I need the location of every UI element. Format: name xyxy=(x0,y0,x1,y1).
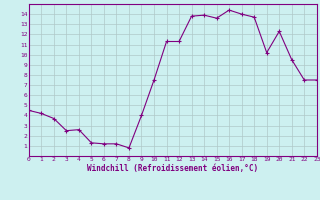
X-axis label: Windchill (Refroidissement éolien,°C): Windchill (Refroidissement éolien,°C) xyxy=(87,164,258,173)
